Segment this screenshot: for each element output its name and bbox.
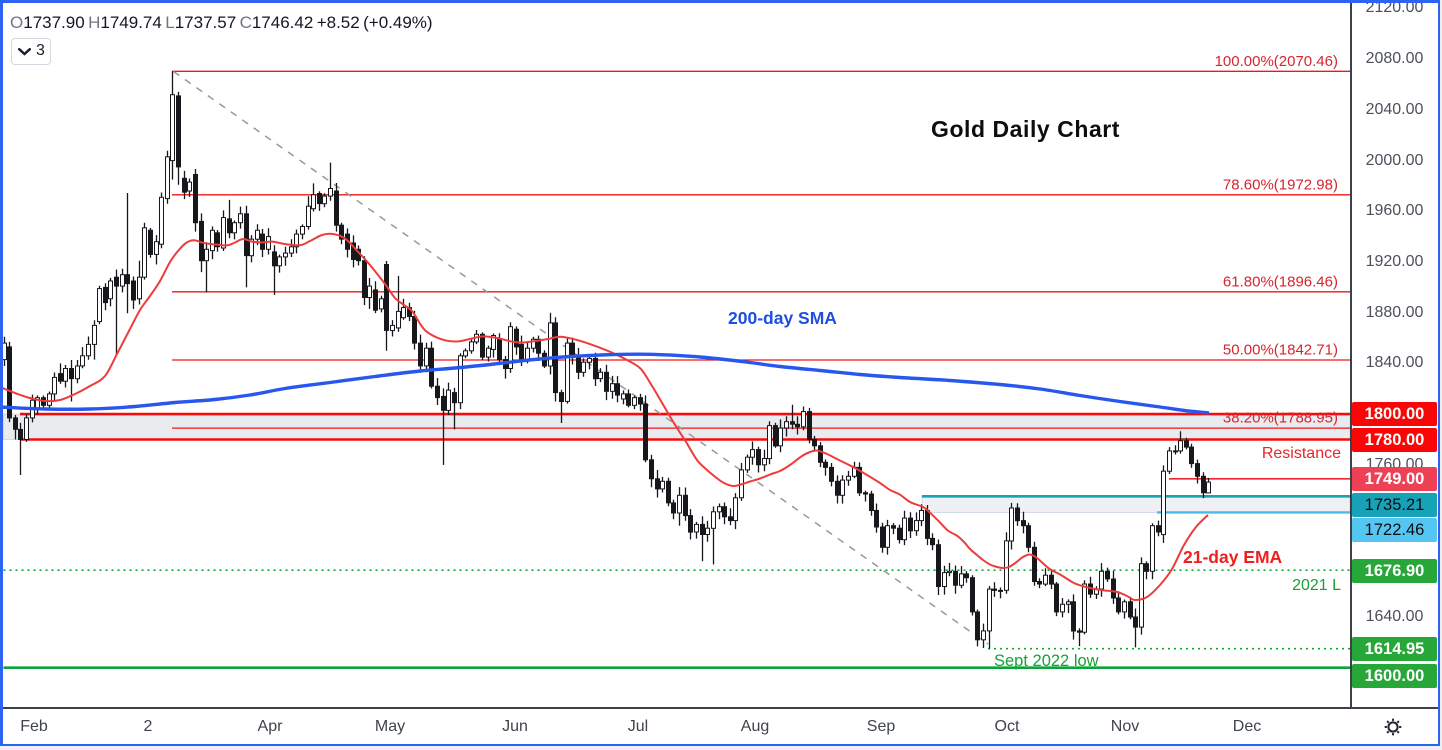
svg-text:21-day EMA: 21-day EMA [1183,547,1283,567]
svg-text:200-day SMA: 200-day SMA [728,308,837,328]
svg-text:100.00%(2070.46): 100.00%(2070.46) [1215,53,1338,70]
svg-text:38.20%(1788.95): 38.20%(1788.95) [1223,410,1338,427]
svg-text:Sept 2022 low: Sept 2022 low [994,652,1099,670]
svg-text:Resistance: Resistance [1262,445,1341,462]
svg-text:78.60%(1972.98): 78.60%(1972.98) [1223,176,1338,193]
svg-text:61.80%(1896.46): 61.80%(1896.46) [1223,273,1338,290]
svg-text:Gold Daily Chart: Gold Daily Chart [931,116,1120,142]
svg-text:50.00%(1842.71): 50.00%(1842.71) [1223,342,1338,359]
svg-text:2021 L: 2021 L [1292,577,1341,594]
